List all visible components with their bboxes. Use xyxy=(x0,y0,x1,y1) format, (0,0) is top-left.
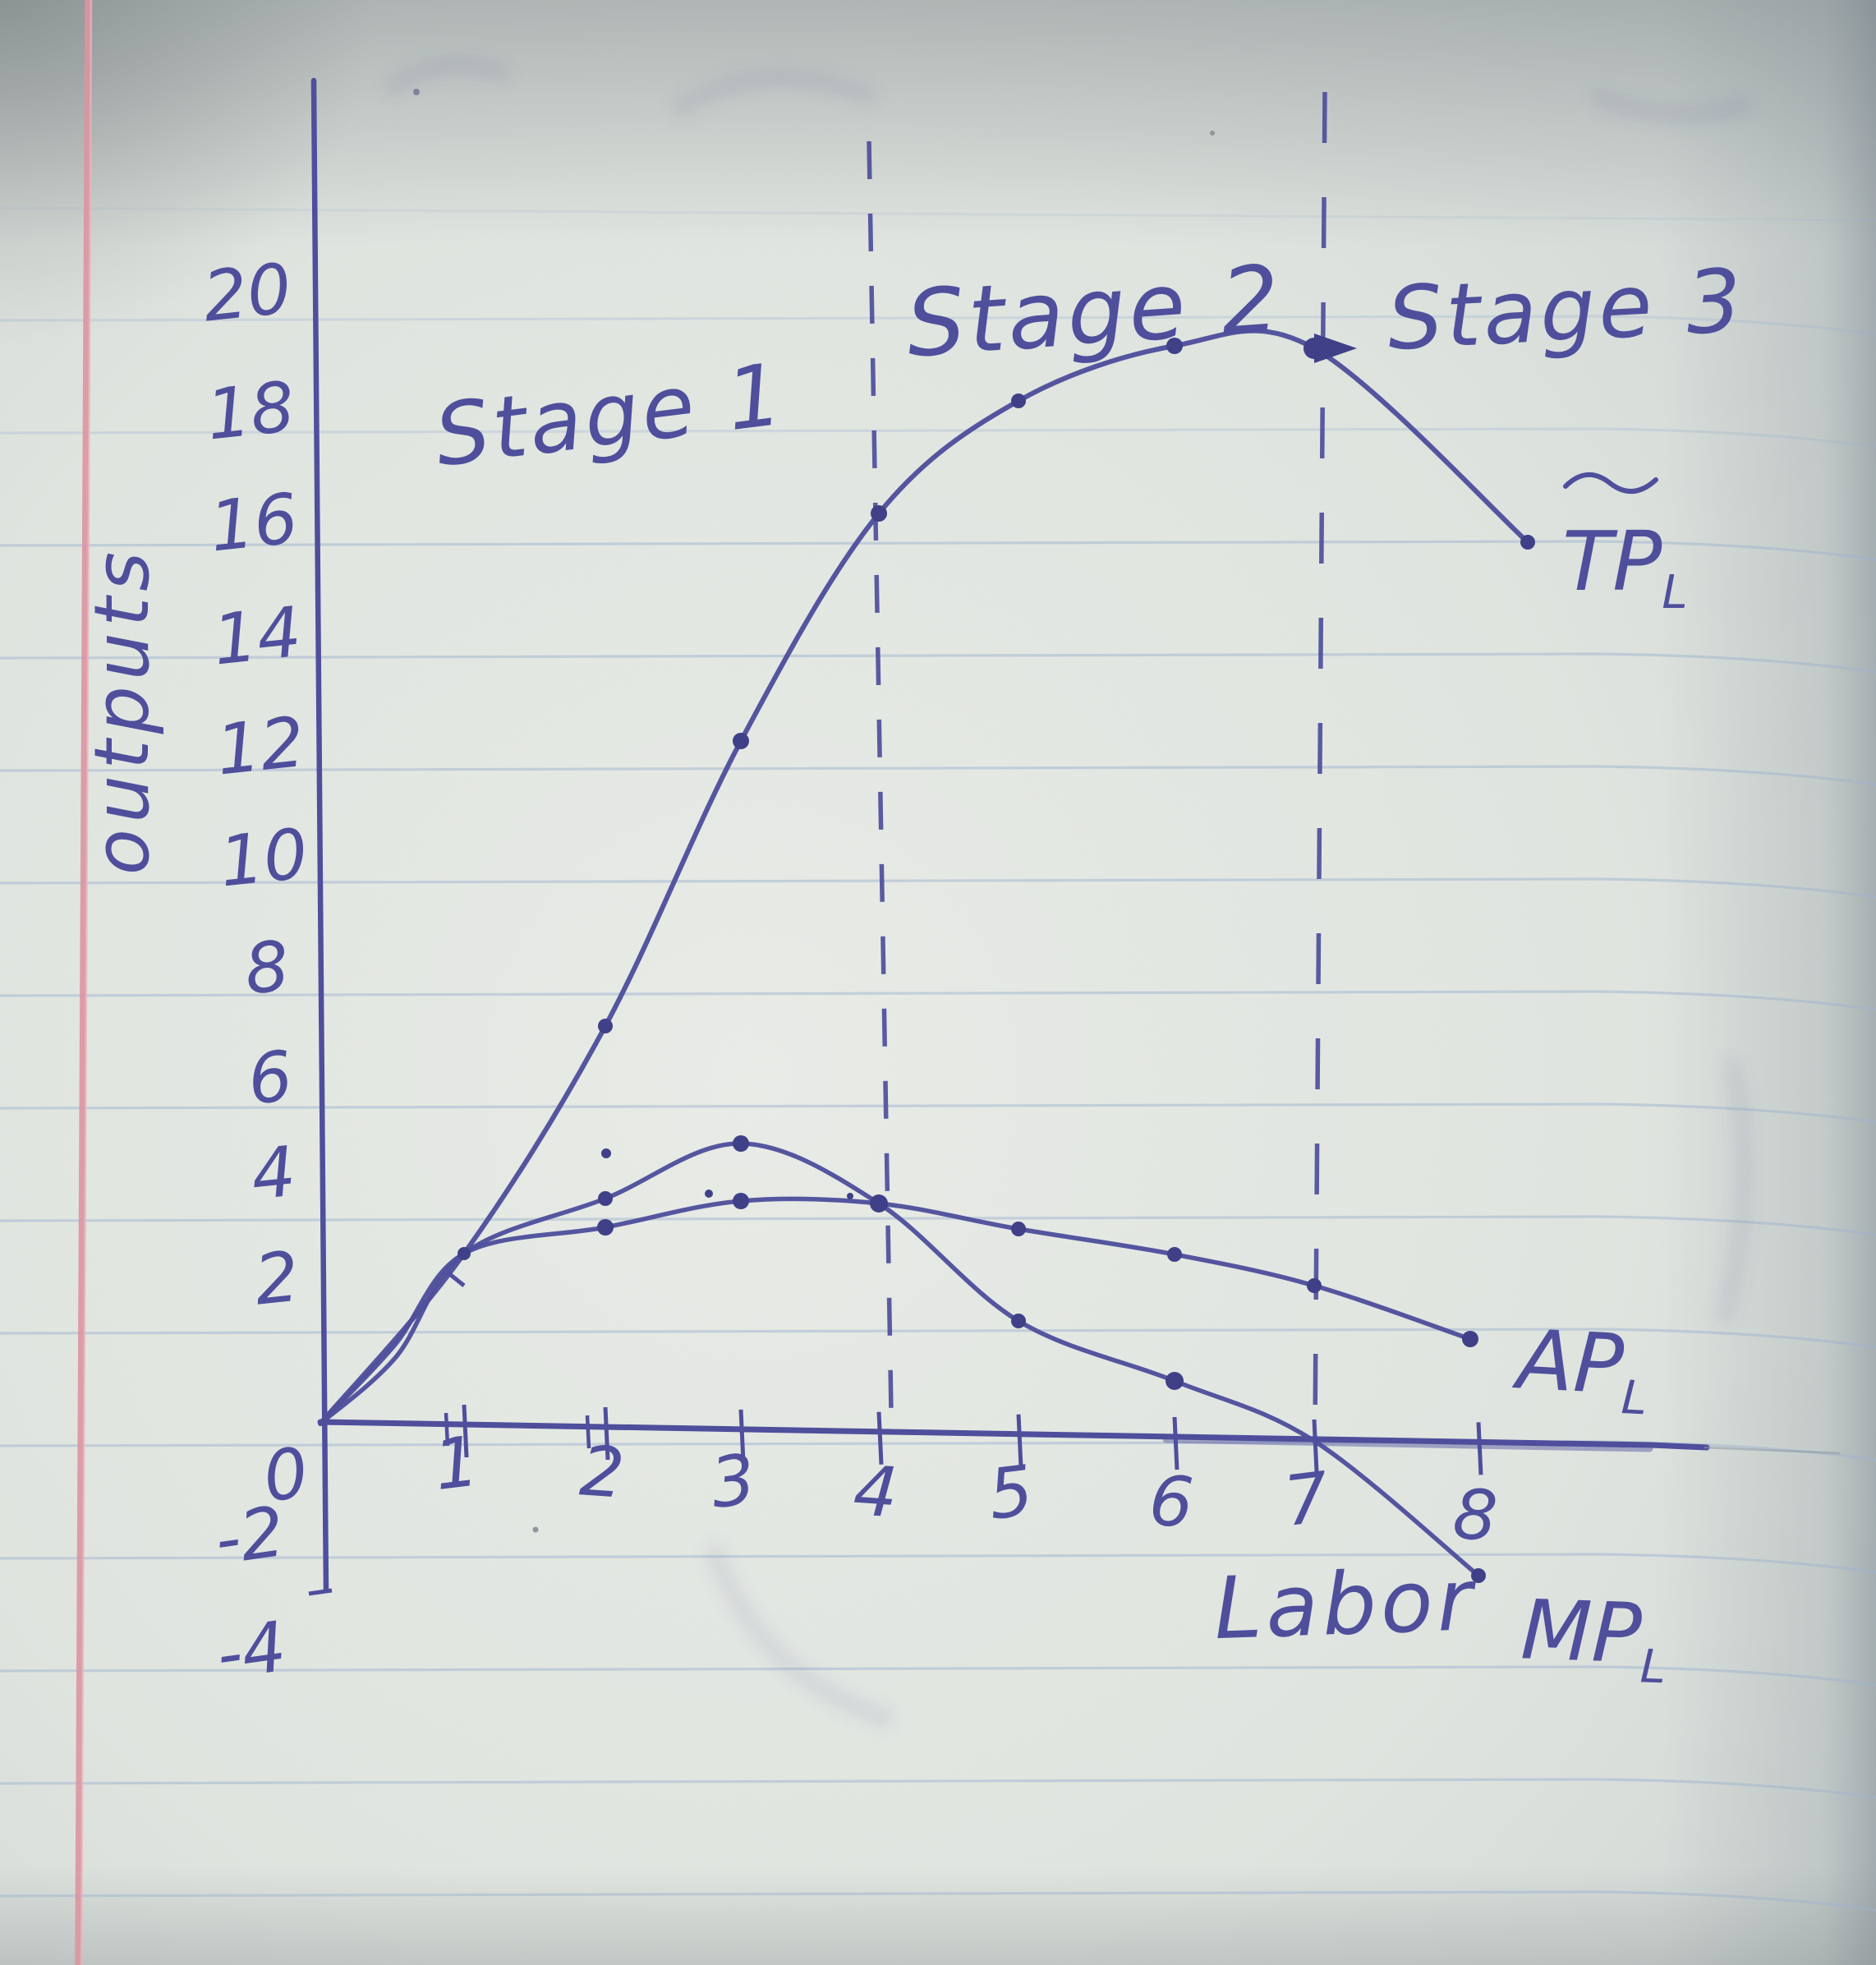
paper-grain xyxy=(0,0,1876,1965)
production-stages-chart: 1234567820181614121086420-2-4 outputs La… xyxy=(0,0,1876,1965)
notebook-page: 1234567820181614121086420-2-4 outputs La… xyxy=(0,0,1876,1965)
